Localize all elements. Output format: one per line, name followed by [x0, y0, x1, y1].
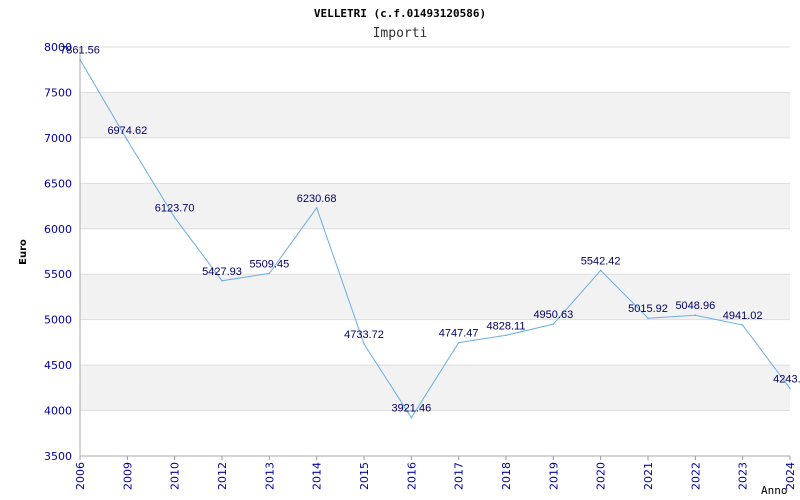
data-point — [647, 317, 649, 320]
data-label: 6123.70 — [155, 203, 195, 215]
data-label: 7861.56 — [60, 45, 100, 57]
y-tick-label: 5000 — [44, 314, 72, 327]
plot-band — [80, 319, 790, 366]
data-point — [410, 416, 413, 419]
plot-band — [80, 228, 790, 275]
data-label: 6230.68 — [297, 193, 337, 205]
data-label: 5048.96 — [675, 300, 715, 312]
data-label: 4828.11 — [487, 320, 526, 332]
data-label: 5015.92 — [628, 303, 668, 315]
data-label: 3921.46 — [391, 403, 431, 415]
y-tick-label: 7500 — [44, 86, 72, 99]
y-tick-label: 3500 — [44, 450, 72, 463]
data-label: 5542.42 — [581, 255, 621, 267]
data-point — [505, 334, 507, 337]
x-tick-label: 2014 — [311, 462, 324, 490]
plot-band — [80, 274, 790, 320]
data-label: 4941.02 — [723, 310, 763, 322]
plot-band — [80, 183, 790, 229]
data-point — [79, 58, 81, 61]
x-tick-label: 2021 — [642, 462, 655, 490]
plot-bands — [80, 47, 790, 456]
y-tick-label: 6000 — [44, 223, 72, 236]
x-tick-label: 2018 — [500, 462, 513, 490]
data-point — [221, 279, 223, 282]
x-tick-label: 2010 — [169, 462, 182, 490]
data-point — [789, 387, 791, 390]
x-tick-label: 2019 — [547, 462, 560, 490]
x-tick-label: 2015 — [358, 462, 371, 490]
series-line — [79, 58, 791, 419]
x-tick-label: 2023 — [737, 462, 750, 490]
x-tick-label: 2013 — [263, 462, 276, 490]
x-tick-labels: 2006 2009 2010 2012 2013 2014 2015 2016 2017 2018… — [74, 462, 797, 490]
data-point — [173, 216, 176, 219]
y-tick-label: 6500 — [44, 177, 72, 190]
y-tick-label: 7000 — [44, 132, 72, 145]
plot-band — [80, 410, 790, 456]
data-label: 4950.63 — [533, 309, 573, 321]
data-point — [599, 269, 602, 272]
data-label: 6974.62 — [107, 125, 147, 137]
x-tick-label: 2012 — [216, 462, 229, 490]
data-point — [694, 314, 697, 317]
data-label: 4243.1 — [773, 373, 800, 385]
series-polyline — [79, 59, 791, 419]
y-tick-label: 4500 — [44, 359, 72, 372]
x-tick-label: 2009 — [121, 462, 134, 490]
data-point — [268, 272, 271, 275]
plot-band — [80, 137, 790, 184]
data-point — [457, 341, 460, 344]
data-point — [363, 343, 365, 345]
plot-band — [80, 47, 790, 93]
chart-title: VELLETRI (c.f.01493120586) — [314, 7, 486, 20]
data-point — [741, 324, 744, 326]
data-point — [315, 207, 318, 209]
grid-lines — [79, 46, 791, 460]
chart-subtitle: Importi — [373, 26, 428, 41]
x-axis-label: Anno — [761, 484, 788, 497]
x-tick-label: 2022 — [689, 462, 702, 490]
plot-band — [80, 92, 790, 138]
data-label: 5509.45 — [249, 258, 289, 270]
data-labels: 7861.56 6974.62 6123.70 5427.93 5509.45 6230.… — [60, 45, 800, 415]
x-tick-label: 2020 — [595, 462, 608, 490]
x-tick-label: 2006 — [74, 462, 87, 490]
y-axis-label: Euro — [18, 239, 29, 265]
data-point — [126, 139, 129, 141]
data-label: 4733.72 — [344, 329, 384, 341]
data-point — [552, 323, 555, 325]
x-tick-label: 2024 — [784, 462, 797, 490]
y-tick-labels: 3500 4000 4500 5000 5500 6000 6500 7000 7500 8000 — [44, 41, 72, 463]
data-label: 5427.93 — [202, 266, 242, 278]
y-tick-label: 4000 — [44, 405, 72, 418]
y-tick-label: 8000 — [44, 41, 72, 54]
y-tick-label: 5500 — [44, 268, 72, 281]
data-label: 4747.47 — [439, 328, 479, 340]
plot-band — [80, 365, 790, 411]
x-tick-label: 2017 — [453, 462, 466, 490]
x-tick-label: 2016 — [405, 462, 418, 490]
